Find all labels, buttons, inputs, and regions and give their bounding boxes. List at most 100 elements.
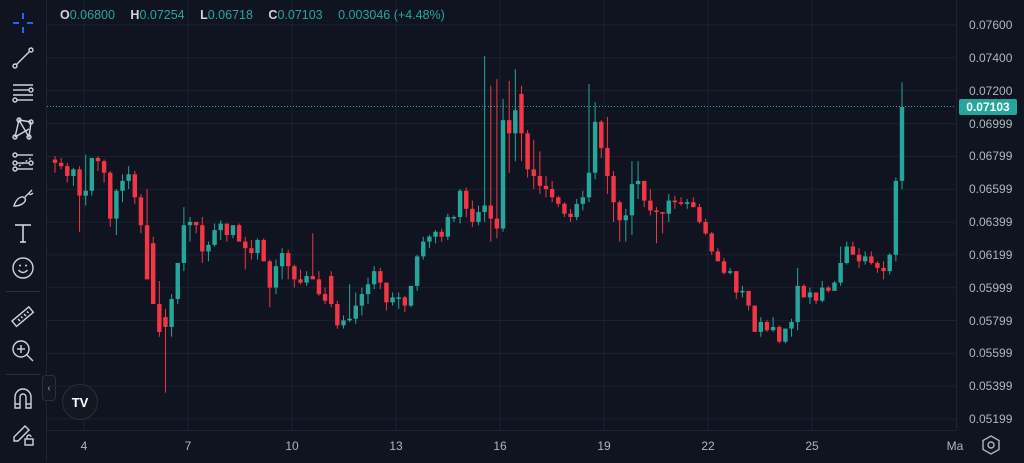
candle[interactable] [347, 284, 352, 323]
candle[interactable] [206, 241, 211, 262]
candle[interactable] [721, 258, 727, 275]
tradingview-logo[interactable]: TV [62, 384, 98, 420]
candle[interactable] [795, 267, 800, 331]
candle[interactable] [820, 280, 825, 303]
chart-pane[interactable] [47, 0, 956, 430]
candle[interactable] [230, 225, 236, 239]
candle[interactable] [476, 205, 481, 226]
candle[interactable] [862, 251, 868, 265]
candle[interactable] [856, 248, 862, 268]
candle[interactable] [666, 194, 671, 222]
candle[interactable] [378, 267, 383, 290]
candle[interactable] [126, 166, 131, 190]
candle[interactable] [635, 161, 641, 199]
candle[interactable] [384, 282, 389, 311]
candle[interactable] [549, 180, 555, 203]
candle[interactable] [519, 85, 524, 162]
candle[interactable] [629, 161, 635, 236]
candle[interactable] [402, 295, 408, 313]
ruler-tool[interactable] [8, 302, 38, 332]
candle[interactable] [396, 292, 401, 309]
candle[interactable] [709, 231, 714, 255]
pattern-tool[interactable] [8, 113, 38, 143]
candle[interactable] [684, 198, 690, 209]
candle[interactable] [187, 216, 193, 242]
candle[interactable] [715, 248, 721, 262]
candle[interactable] [408, 285, 414, 308]
candle[interactable] [500, 98, 506, 232]
candle[interactable] [200, 216, 205, 263]
candle[interactable] [801, 284, 807, 298]
candle[interactable] [543, 175, 549, 198]
candle[interactable] [488, 85, 493, 242]
candle[interactable] [65, 162, 70, 183]
candle[interactable] [568, 208, 573, 222]
candle[interactable] [580, 190, 586, 211]
candle[interactable] [150, 236, 156, 304]
candle[interactable] [464, 187, 469, 217]
candle[interactable] [850, 241, 856, 255]
candle[interactable] [899, 82, 905, 190]
candle[interactable] [838, 246, 843, 286]
candle[interactable] [648, 189, 653, 216]
candle[interactable] [727, 267, 733, 275]
candle[interactable] [654, 207, 659, 244]
candle[interactable] [770, 317, 776, 332]
candle[interactable] [427, 235, 432, 249]
candle[interactable] [193, 221, 199, 234]
candle[interactable] [525, 130, 530, 178]
candle[interactable] [181, 207, 187, 272]
candlestick-chart[interactable] [47, 0, 956, 430]
candle[interactable] [844, 241, 849, 265]
candle[interactable] [752, 305, 757, 332]
candle[interactable] [77, 166, 82, 232]
candle[interactable] [807, 287, 813, 304]
candle[interactable] [144, 189, 150, 280]
candle[interactable] [390, 292, 395, 306]
candle[interactable] [789, 318, 794, 337]
horizontal-lines-tool[interactable] [8, 78, 38, 108]
candle[interactable] [672, 195, 678, 209]
candle[interactable] [703, 218, 708, 236]
candle[interactable] [52, 156, 58, 173]
candle[interactable] [531, 139, 536, 190]
candle[interactable] [881, 261, 886, 280]
candle[interactable] [114, 189, 119, 236]
candle[interactable] [734, 271, 739, 300]
candle[interactable] [611, 171, 616, 222]
trend-line-tool[interactable] [8, 43, 38, 73]
candle[interactable] [599, 120, 604, 158]
candle[interactable] [605, 116, 610, 195]
collapse-toolbar-button[interactable]: ‹ [42, 375, 56, 401]
candle[interactable] [298, 269, 303, 285]
candle[interactable] [224, 223, 230, 242]
fib-retracement-tool[interactable] [8, 148, 38, 178]
candle[interactable] [832, 280, 837, 291]
candle[interactable] [286, 249, 291, 280]
candle[interactable] [71, 167, 76, 186]
candle[interactable] [556, 195, 561, 208]
candle[interactable] [826, 285, 831, 293]
candle[interactable] [439, 228, 444, 242]
lock-drawings-tool[interactable] [8, 419, 38, 449]
candle[interactable] [482, 56, 487, 222]
candle[interactable] [562, 202, 567, 217]
candle[interactable] [132, 171, 137, 204]
candle[interactable] [58, 157, 64, 170]
candle[interactable] [267, 259, 273, 308]
candle[interactable] [678, 197, 684, 206]
emoji-tool[interactable] [8, 253, 38, 283]
candle[interactable] [304, 271, 309, 286]
candle[interactable] [623, 208, 629, 242]
candle[interactable] [506, 80, 512, 173]
candle[interactable] [335, 300, 340, 329]
candle[interactable] [660, 212, 665, 234]
candle[interactable] [887, 253, 892, 275]
price-axis[interactable]: 0.07600 0.07400 0.07200 0.06999 0.06799 0.065… [956, 0, 1024, 430]
candle[interactable] [513, 69, 518, 162]
candle[interactable] [642, 180, 647, 208]
settings-gear-icon[interactable] [980, 434, 1002, 456]
candle[interactable] [341, 315, 346, 329]
candle[interactable] [740, 285, 745, 298]
candle[interactable] [537, 151, 543, 195]
